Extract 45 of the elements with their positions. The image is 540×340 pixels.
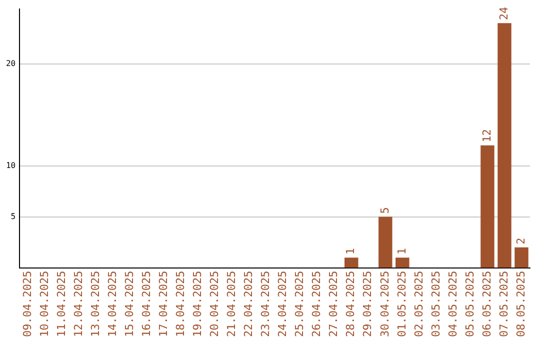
y-tick-label: 10	[6, 160, 16, 170]
x-tick-label: 08.05.2025	[514, 270, 528, 338]
x-tick-label: 15.04.2025	[123, 270, 136, 338]
x-tick-label: 05.05.2025	[463, 270, 476, 338]
x-tick-label: 18.04.2025	[174, 270, 188, 338]
data-label: 1	[344, 248, 358, 255]
x-tick-label: 26.04.2025	[310, 270, 324, 338]
x-tick-label: 11.04.2025	[55, 270, 68, 338]
x-tick-label: 14.04.2025	[106, 270, 120, 338]
data-label: 5	[378, 207, 392, 214]
x-tick-label: 03.05.2025	[429, 270, 442, 338]
x-tick-label: 29.04.2025	[361, 270, 374, 338]
bar	[396, 258, 410, 268]
bar	[498, 23, 512, 268]
x-tick-label: 16.04.2025	[140, 270, 154, 338]
y-tick-label: 20	[6, 58, 16, 68]
data-label: 24	[497, 6, 510, 20]
x-tick-label: 20.04.2025	[208, 270, 222, 338]
x-tick-label: 23.04.2025	[259, 270, 272, 338]
x-tick-label: 25.04.2025	[293, 270, 306, 338]
x-tick-label: 13.04.2025	[89, 270, 102, 338]
bar	[480, 145, 494, 268]
x-tick-label: 04.05.2025	[446, 270, 460, 338]
bar	[378, 216, 392, 268]
x-tick-label: 30.04.2025	[378, 270, 392, 338]
x-tick-label: 02.05.2025	[412, 270, 426, 338]
x-tick-label: 12.04.2025	[72, 270, 86, 338]
x-tick-label: 10.04.2025	[38, 270, 52, 338]
x-tick-label: 06.05.2025	[480, 270, 494, 338]
x-tick-label: 07.05.2025	[497, 270, 510, 338]
bar	[514, 247, 528, 268]
x-tick-label: 17.04.2025	[157, 270, 170, 338]
x-tick-label: 01.05.2025	[395, 270, 408, 338]
bar	[344, 258, 358, 268]
data-label: 12	[480, 129, 494, 142]
x-tick-label: 09.04.2025	[21, 270, 34, 338]
x-tick-label: 28.04.2025	[344, 270, 358, 338]
y-tick-label: 5	[10, 212, 16, 221]
x-tick-label: 19.04.2025	[191, 270, 204, 338]
x-tick-label: 24.04.2025	[276, 270, 290, 338]
data-label: 2	[514, 238, 528, 244]
x-tick-label: 22.04.2025	[242, 270, 256, 338]
x-tick-label: 27.04.2025	[327, 270, 340, 338]
data-label: 1	[395, 248, 408, 255]
x-tick-label: 21.04.2025	[225, 270, 238, 338]
